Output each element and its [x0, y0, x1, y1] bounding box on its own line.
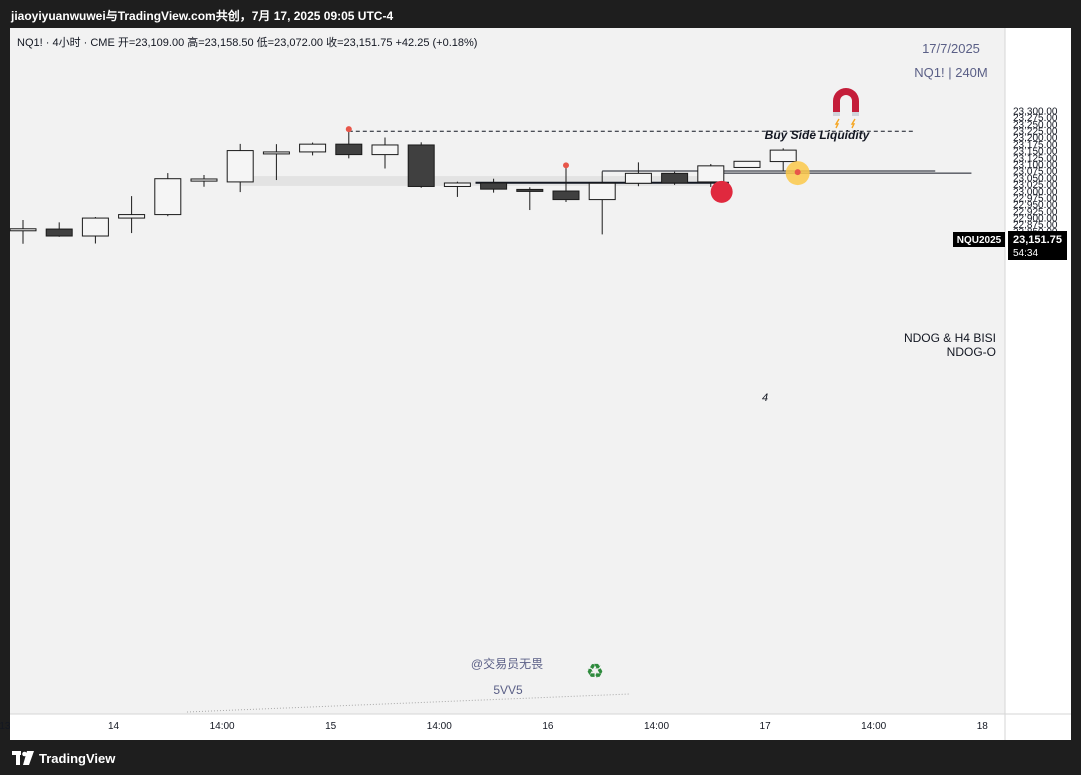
ndog-bisi-label: NDOG & H4 BISI — [904, 331, 996, 345]
price-tick-label: 23,300.00 — [1013, 106, 1058, 117]
price-tag-box — [1008, 231, 1067, 260]
price-tick-label: 22,875.00 — [1013, 220, 1058, 231]
brand[interactable]: TradingView — [12, 749, 115, 767]
candles-layer — [9, 131, 797, 244]
markers-layer — [345, 126, 810, 203]
candle-body — [262, 151, 290, 155]
zone-0 — [240, 176, 711, 186]
candle-body — [624, 172, 652, 184]
candle-body — [190, 178, 218, 182]
code-watermark: 5VV5 — [493, 683, 523, 697]
price-tag-symbol: NQU2025 — [957, 235, 1002, 246]
candle-body — [371, 144, 399, 156]
candle-body — [81, 217, 109, 237]
candle-body — [516, 188, 544, 192]
price-tag-symbol-bg — [953, 232, 1005, 247]
price-tag-countdown: 54:34 — [1013, 248, 1038, 259]
price-tag-price: 23,151.75 — [1013, 234, 1062, 246]
watermark-date: 17/7/2025 — [922, 41, 980, 56]
price-axis-bg — [1005, 28, 1071, 714]
candle-body — [733, 160, 761, 168]
candle-body — [299, 143, 327, 153]
magnet-icon — [833, 88, 859, 129]
price-tick-label: 23,100.00 — [1013, 160, 1058, 171]
snapshot-header: jiaoyiyuanwuwei与TradingView.com共创，7月 17,… — [0, 0, 1081, 28]
small-red-dot — [794, 169, 801, 176]
price-tick-label: 23,175.00 — [1013, 140, 1058, 151]
small-red-dot — [345, 126, 352, 133]
time-tick-label: 16 — [542, 721, 554, 732]
price-axis[interactable]: 22,800.0022,825.0022,850.0022,875.0022,9… — [1013, 106, 1058, 251]
candle-body — [661, 172, 689, 184]
candle-body — [9, 228, 37, 232]
price-tick-label: 22,900.00 — [1013, 214, 1058, 225]
price-tick-label: 23,275.00 — [1013, 113, 1058, 124]
candle-body — [407, 144, 435, 187]
time-tick-label: 17 — [760, 721, 772, 732]
price-tick-label: 23,000.00 — [1013, 187, 1058, 198]
author-watermark: @交易员无畏 — [471, 656, 543, 671]
recycle-icon: ♻ — [586, 661, 604, 683]
price-tick-label: 23,125.00 — [1013, 153, 1058, 164]
large-red-dot — [710, 180, 733, 203]
snapshot-title: jiaoyiyuanwuwei与TradingView.com共创，7月 17,… — [11, 9, 394, 23]
time-tick-label: 14:00 — [427, 721, 452, 732]
price-tick-label: 23,200.00 — [1013, 133, 1058, 144]
time-tick-label: 14:00 — [861, 721, 886, 732]
time-tick-label: 15 — [325, 721, 337, 732]
brand-label: TradingView — [39, 750, 116, 766]
plot-area — [10, 28, 1005, 714]
price-tick-label: 23,225.00 — [1013, 127, 1058, 138]
candle-body — [443, 182, 471, 187]
tradingview-logo-icon — [12, 751, 34, 765]
price-tick-label: 23,075.00 — [1013, 167, 1058, 178]
price-tick-label: 23,150.00 — [1013, 147, 1058, 158]
candle-body — [45, 228, 73, 237]
price-tick-label: 23,025.00 — [1013, 180, 1058, 191]
price-tick-label: 22,925.00 — [1013, 207, 1058, 218]
footer-bar: TradingView — [0, 742, 1081, 775]
candle-body — [697, 165, 725, 183]
time-tick-label: 13 — [0, 721, 11, 732]
time-tick-label: 14 — [108, 721, 120, 732]
candle-body — [480, 182, 508, 190]
time-tick-label: 14:00 — [644, 721, 669, 732]
small-red-dot — [563, 162, 569, 169]
candle-body — [335, 143, 363, 156]
candle-body — [118, 214, 146, 219]
price-tick-label: 22,975.00 — [1013, 193, 1058, 204]
price-tick-label: 23,250.00 — [1013, 120, 1058, 131]
price-tick-label: 23,050.00 — [1013, 173, 1058, 184]
buy-side-liquidity-label: Buy Side Liquidity — [765, 128, 871, 142]
ndog-o-label: NDOG-O — [947, 345, 996, 359]
zones-layer — [240, 176, 711, 186]
price-tag: NQU2025 23,151.75 54:34 — [953, 231, 1067, 260]
time-axis[interactable]: 13 14 14:00 15 14:00 16 14:00 17 14:00 18 — [0, 721, 988, 732]
time-tick-label: 18 — [977, 721, 989, 732]
watermark-dotted-line — [186, 693, 631, 713]
price-tick-label: 22,950.00 — [1013, 200, 1058, 211]
candle-body — [226, 150, 254, 183]
watermark-symbol: NQ1! | 240M — [914, 65, 987, 80]
candle-body — [769, 149, 797, 163]
legend-line: NQ1! · 4小时 · CME 开=23,109.00 高=23,158.50… — [17, 35, 477, 49]
candle-body — [154, 178, 182, 216]
level-4-label: 4 — [762, 392, 768, 404]
time-axis-bg — [10, 714, 1071, 740]
candle-body — [552, 190, 580, 201]
time-tick-label: 14:00 — [210, 721, 235, 732]
candle-body — [588, 182, 616, 201]
